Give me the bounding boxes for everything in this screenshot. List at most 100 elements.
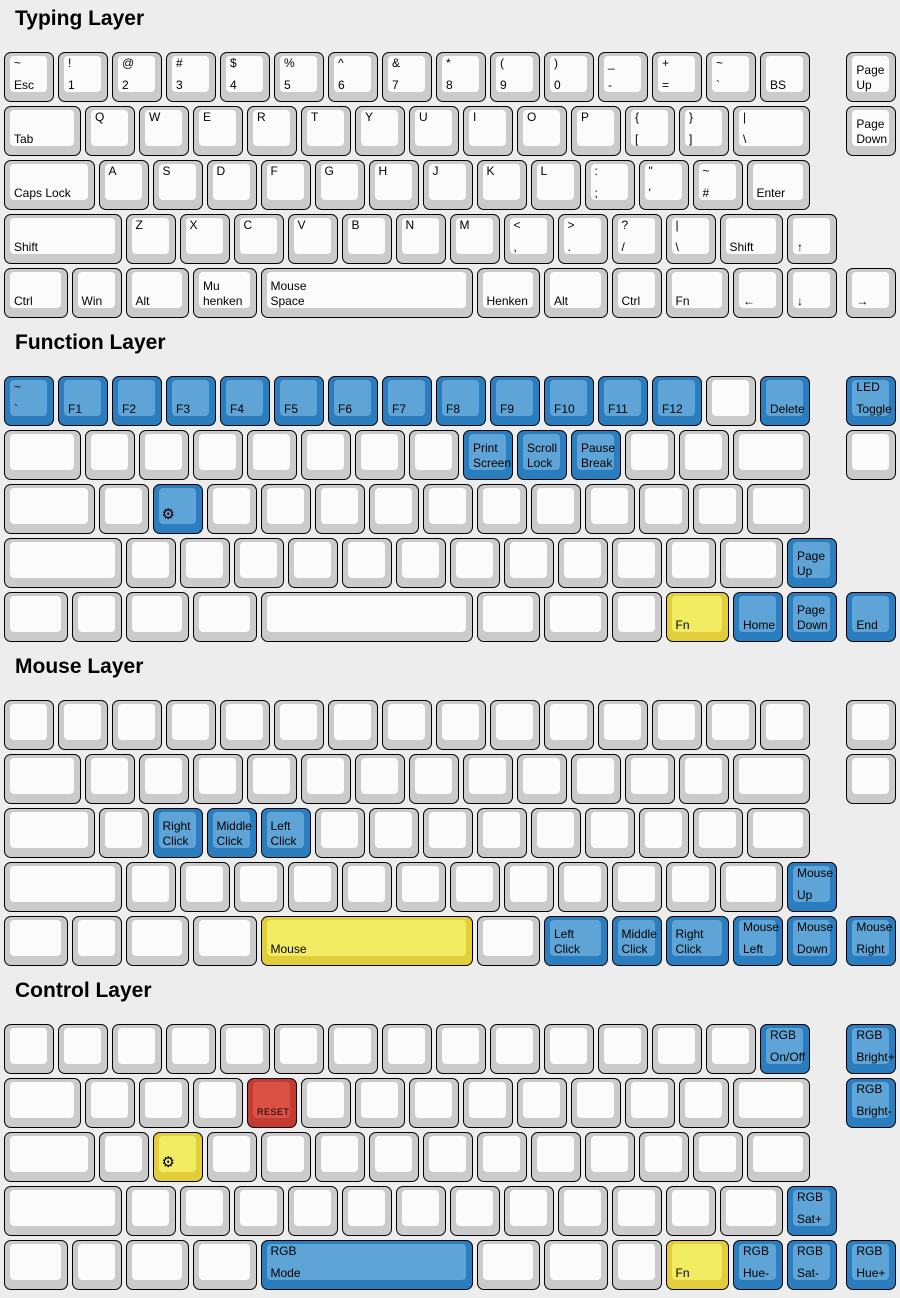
key-blank[interactable] [85, 754, 135, 804]
key-blank[interactable] [382, 700, 432, 750]
key-7[interactable]: & 7 [382, 52, 432, 102]
key-g[interactable]: G [314, 160, 365, 210]
key-blank[interactable] [220, 700, 270, 750]
key-blank[interactable] [4, 430, 81, 480]
key-m[interactable]: M [449, 214, 500, 264]
key-blank[interactable] [179, 862, 230, 912]
key-blank[interactable] [557, 862, 608, 912]
key-blank[interactable] [206, 1132, 257, 1182]
key-blank[interactable] [98, 808, 149, 858]
key-right-click[interactable]: Right Click [665, 916, 729, 966]
key-blank[interactable] [625, 430, 675, 480]
key-blank[interactable] [436, 700, 486, 750]
key-blank[interactable] [4, 808, 95, 858]
key-blank[interactable]: <, [503, 214, 554, 264]
key-blank[interactable]: | \ [733, 106, 810, 156]
key-mouse-space[interactable]: Mouse Space [260, 268, 473, 318]
key-blank[interactable] [395, 1186, 446, 1236]
key-blank[interactable] [544, 592, 608, 642]
key-blank[interactable] [584, 484, 635, 534]
key-blank[interactable] [139, 1078, 189, 1128]
key-j[interactable]: J [422, 160, 473, 210]
key-mouse-left[interactable]: Mouse Left [733, 916, 783, 966]
key-blank[interactable] [544, 700, 594, 750]
key-blank[interactable] [692, 484, 743, 534]
key-blank[interactable] [4, 1132, 95, 1182]
key-blank[interactable] [247, 754, 297, 804]
key-page-up[interactable]: Page Up [846, 52, 897, 102]
key-blank[interactable] [503, 538, 554, 588]
key-right-click[interactable]: Right Click [152, 808, 203, 858]
key-l[interactable]: L [530, 160, 581, 210]
key-blank[interactable]: ~ ` [4, 376, 54, 426]
key-blank[interactable] [85, 1078, 135, 1128]
key-blank[interactable] [625, 1078, 675, 1128]
key-blank[interactable] [611, 538, 662, 588]
key-b[interactable]: B [341, 214, 392, 264]
key-blank[interactable] [733, 754, 810, 804]
key-reset[interactable]: RESET [247, 1078, 297, 1128]
key-gear[interactable]: ⚙ [152, 484, 203, 534]
key-y[interactable]: Y [355, 106, 405, 156]
key-5[interactable]: % 5 [274, 52, 324, 102]
key-blank[interactable] [463, 754, 513, 804]
key-o[interactable]: O [517, 106, 567, 156]
key-blank[interactable] [665, 538, 716, 588]
key-tab[interactable]: Tab [4, 106, 81, 156]
key-blank[interactable] [611, 862, 662, 912]
key-f7[interactable]: F7 [382, 376, 432, 426]
key-blank[interactable]: + = [652, 52, 702, 102]
key-blank[interactable] [193, 592, 257, 642]
key-blank[interactable] [571, 754, 621, 804]
key-blank[interactable] [98, 484, 149, 534]
key-blank[interactable] [746, 1132, 810, 1182]
key-3[interactable]: #3 [166, 52, 216, 102]
key-blank[interactable] [584, 1132, 635, 1182]
key-blank[interactable] [598, 700, 648, 750]
key-blank[interactable] [314, 808, 365, 858]
key-blank[interactable] [422, 484, 473, 534]
key-blank[interactable] [4, 916, 68, 966]
key-f[interactable]: F [260, 160, 311, 210]
key-up-arrow[interactable]: ↑ [787, 214, 837, 264]
key-blank[interactable] [166, 700, 216, 750]
key-f8[interactable]: F8 [436, 376, 486, 426]
key-caps-lock[interactable]: Caps Lock [4, 160, 95, 210]
key-blank[interactable] [409, 1078, 459, 1128]
key-rgb-hue[interactable]: RGB Hue- [733, 1240, 783, 1290]
key-blank[interactable] [665, 1186, 716, 1236]
key-blank[interactable] [179, 1186, 230, 1236]
key-blank[interactable] [233, 862, 284, 912]
key-blank[interactable] [355, 1078, 405, 1128]
key-blank[interactable] [382, 1024, 432, 1074]
key-x[interactable]: X [179, 214, 230, 264]
key-blank[interactable] [395, 538, 446, 588]
key-blank[interactable] [530, 808, 581, 858]
key-2[interactable]: @2 [112, 52, 162, 102]
key-blank[interactable] [679, 1078, 729, 1128]
key-blank[interactable] [260, 484, 311, 534]
key-rgb-hue[interactable]: RGB Hue+ [846, 1240, 897, 1290]
key-blank[interactable]: ? / [611, 214, 662, 264]
key-blank[interactable] [557, 1186, 608, 1236]
key-blank[interactable] [517, 754, 567, 804]
key-f4[interactable]: F4 [220, 376, 270, 426]
key-blank[interactable]: >. [557, 214, 608, 264]
key-v[interactable]: V [287, 214, 338, 264]
key-blank[interactable] [490, 700, 540, 750]
key-a[interactable]: A [98, 160, 149, 210]
key-page-up[interactable]: Page Up [787, 538, 837, 588]
key-r[interactable]: R [247, 106, 297, 156]
key-enter[interactable]: Enter [746, 160, 810, 210]
key-6[interactable]: ^ 6 [328, 52, 378, 102]
key-blank[interactable] [314, 1132, 365, 1182]
key-i[interactable]: I [463, 106, 513, 156]
key-rgb-on-off[interactable]: RGB On/Off [760, 1024, 810, 1074]
key-blank[interactable]: ~ # [692, 160, 743, 210]
key-blank[interactable] [4, 592, 68, 642]
key-shift[interactable]: Shift [4, 214, 122, 264]
key-ctrl[interactable]: Ctrl [611, 268, 662, 318]
key-h[interactable]: H [368, 160, 419, 210]
key-blank[interactable] [220, 1024, 270, 1074]
key-f6[interactable]: F6 [328, 376, 378, 426]
